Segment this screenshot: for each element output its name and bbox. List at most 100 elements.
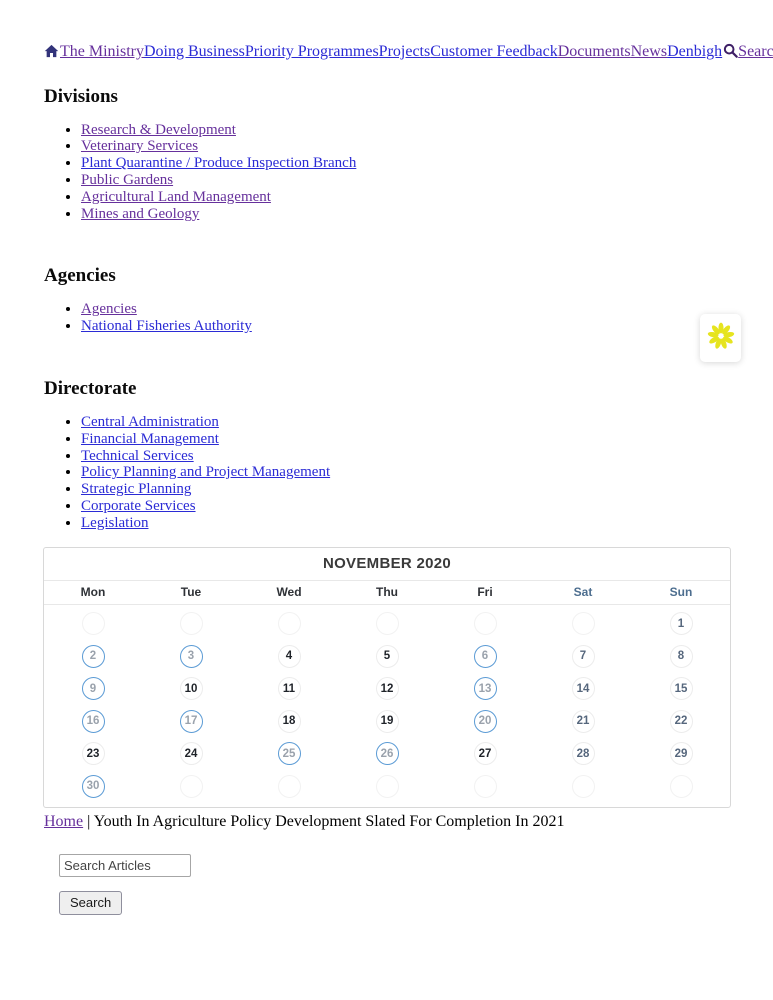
- link-mines-and-geology[interactable]: Mines and Geology: [81, 205, 200, 222]
- calendar-empty-day: [473, 612, 497, 636]
- calendar-week-row: 16 17 18 19 20 21 22: [44, 705, 730, 738]
- list-item: Veterinary Services: [81, 138, 731, 155]
- calendar-day-cell: [534, 770, 632, 803]
- calendar-day-4[interactable]: 4: [277, 644, 301, 668]
- list-item: Central Administration: [81, 414, 731, 431]
- calendar-day-cell: [534, 608, 632, 641]
- calendar-day-cell: 24: [142, 738, 240, 771]
- calendar-day-cell: [632, 770, 730, 803]
- link-agencies[interactable]: Agencies: [81, 301, 137, 318]
- calendar-event-day-3[interactable]: 3: [179, 644, 203, 668]
- calendar-event-day-13[interactable]: 13: [473, 677, 497, 701]
- calendar-day-14[interactable]: 14: [571, 677, 595, 701]
- link-corporate-services[interactable]: Corporate Services: [81, 497, 196, 514]
- calendar-day-cell: 16: [44, 705, 142, 738]
- link-policy-planning-and-project-management[interactable]: Policy Planning and Project Management: [81, 464, 331, 481]
- calendar-event-day-20[interactable]: 20: [473, 709, 497, 733]
- link-technical-services[interactable]: Technical Services: [81, 447, 194, 464]
- calendar-day-7[interactable]: 7: [571, 644, 595, 668]
- link-financial-management[interactable]: Financial Management: [81, 430, 219, 447]
- calendar-day-18[interactable]: 18: [277, 709, 301, 733]
- link-legislation[interactable]: Legislation: [81, 514, 149, 531]
- nav-link-priority-programmes[interactable]: Priority Programmes: [244, 43, 379, 60]
- link-research-development[interactable]: Research & Development: [81, 121, 236, 138]
- home-icon[interactable]: [44, 44, 59, 63]
- calendar-empty-day: [375, 612, 399, 636]
- calendar-event-day-2[interactable]: 2: [81, 644, 105, 668]
- list-item: Financial Management: [81, 431, 731, 448]
- calendar-empty-day: [179, 774, 203, 798]
- breadcrumb-page-title: Youth In Agriculture Policy Development …: [93, 812, 565, 830]
- calendar-day-10[interactable]: 10: [179, 677, 203, 701]
- nav-link-projects[interactable]: Projects: [378, 43, 431, 60]
- nav-link-documents[interactable]: Documents: [557, 43, 631, 60]
- calendar-day-cell: 1: [632, 608, 730, 641]
- calendar-day-15[interactable]: 15: [669, 677, 693, 701]
- calendar-day-27[interactable]: 27: [473, 742, 497, 766]
- nav-link-customer-feedback[interactable]: Customer Feedback: [430, 43, 558, 60]
- calendar-day-cell: 7: [534, 640, 632, 673]
- calendar-day-cell: [338, 608, 436, 641]
- section-heading-divisions: Divisions: [44, 85, 118, 107]
- link-public-gardens[interactable]: Public Gardens: [81, 171, 174, 188]
- calendar-day-29[interactable]: 29: [669, 742, 693, 766]
- calendar-day-cell: 9: [44, 673, 142, 706]
- calendar-day-cell: 30: [44, 770, 142, 803]
- calendar-event-day-25[interactable]: 25: [277, 742, 301, 766]
- calendar-empty-day: [277, 612, 301, 636]
- top-nav: The MinistryDoing BusinessPriority Progr…: [44, 43, 773, 63]
- calendar-event-day-6[interactable]: 6: [473, 644, 497, 668]
- calendar-event-day-17[interactable]: 17: [179, 709, 203, 733]
- calendar-day-header-sun: Sun: [669, 585, 693, 600]
- search-icon[interactable]: [723, 43, 738, 63]
- section-heading-agencies: Agencies: [44, 265, 116, 287]
- calendar-day-24[interactable]: 24: [179, 742, 203, 766]
- calendar-day-22[interactable]: 22: [669, 709, 693, 733]
- link-agricultural-land-management[interactable]: Agricultural Land Management: [81, 188, 271, 205]
- calendar-week-row: 23 24 25 26 27 28 29: [44, 738, 730, 771]
- nav-link-the-ministry[interactable]: The Ministry: [60, 43, 144, 60]
- link-central-administration[interactable]: Central Administration: [81, 413, 219, 430]
- breadcrumb-home-link[interactable]: Home: [44, 812, 84, 830]
- calendar-day-cell: 4: [240, 640, 338, 673]
- link-strategic-planning[interactable]: Strategic Planning: [81, 481, 192, 498]
- search-articles-button[interactable]: Search: [59, 890, 123, 915]
- calendar-day-cell: 29: [632, 738, 730, 771]
- calendar-event-day-9[interactable]: 9: [81, 677, 105, 701]
- link-national-fisheries-authority[interactable]: National Fisheries Authority: [81, 318, 252, 335]
- calendar-week-row: 2 3 4 5 6 7 8: [44, 640, 730, 673]
- calendar-day-21[interactable]: 21: [571, 709, 595, 733]
- list-item: Corporate Services: [81, 498, 731, 515]
- calendar-day-8[interactable]: 8: [669, 644, 693, 668]
- search-articles-input[interactable]: [59, 853, 191, 877]
- calendar-day-cell: 17: [142, 705, 240, 738]
- nav-link-search[interactable]: Search: [738, 43, 773, 60]
- nav-link-news[interactable]: News: [630, 43, 668, 60]
- calendar-day-11[interactable]: 11: [277, 677, 301, 701]
- link-plant-quarantine-produce-inspection-branch[interactable]: Plant Quarantine / Produce Inspection Br…: [81, 155, 357, 172]
- list-item: Plant Quarantine / Produce Inspection Br…: [81, 155, 731, 172]
- calendar-day-cell: 21: [534, 705, 632, 738]
- asterisk-flower-icon: [706, 321, 736, 356]
- list-item: Policy Planning and Project Management: [81, 464, 731, 481]
- calendar-day-cell: 13: [436, 673, 534, 706]
- list-item: Agencies: [81, 301, 731, 318]
- nav-link-denbigh[interactable]: Denbigh: [667, 43, 723, 60]
- calendar-day-cell: 14: [534, 673, 632, 706]
- floating-widget-button[interactable]: [700, 314, 741, 362]
- calendar-day-19[interactable]: 19: [375, 709, 399, 733]
- calendar-day-cell: 19: [338, 705, 436, 738]
- calendar-event-day-30[interactable]: 30: [81, 774, 105, 798]
- calendar-day-1[interactable]: 1: [669, 612, 693, 636]
- calendar-day-23[interactable]: 23: [81, 742, 105, 766]
- calendar-day-12[interactable]: 12: [375, 677, 399, 701]
- calendar-day-28[interactable]: 28: [571, 742, 595, 766]
- calendar-event-day-26[interactable]: 26: [375, 742, 399, 766]
- calendar-event-day-16[interactable]: 16: [81, 709, 105, 733]
- link-veterinary-services[interactable]: Veterinary Services: [81, 138, 199, 155]
- nav-link-doing-business[interactable]: Doing Business: [144, 43, 245, 60]
- calendar-day-cell: 12: [338, 673, 436, 706]
- calendar-day-5[interactable]: 5: [375, 644, 399, 668]
- calendar-day-cell: 10: [142, 673, 240, 706]
- calendar-week-row: 30: [44, 770, 730, 803]
